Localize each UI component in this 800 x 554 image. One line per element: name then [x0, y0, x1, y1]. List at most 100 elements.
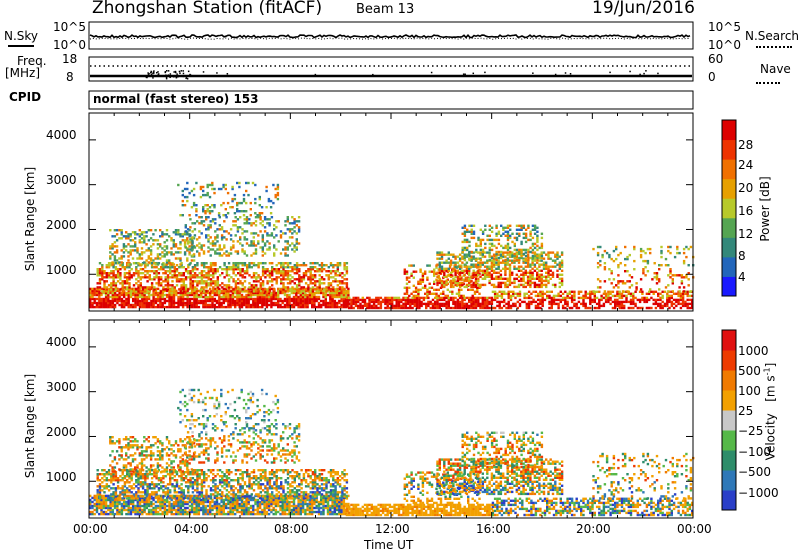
- heatmap-cell: [363, 298, 367, 302]
- heatmap-cell: [104, 299, 108, 303]
- heatmap-cell: [395, 298, 398, 302]
- heatmap-cell: [304, 301, 307, 305]
- heatmap-cell: [102, 498, 105, 502]
- heatmap-cell: [132, 510, 135, 514]
- heatmap-cell: [245, 301, 248, 305]
- heatmap-cell: [116, 289, 119, 293]
- heatmap-cell: [247, 295, 250, 299]
- heatmap-cell: [224, 291, 228, 295]
- heatmap-cell: [522, 257, 525, 260]
- heatmap-cell: [377, 296, 380, 300]
- heatmap-cell: [527, 304, 531, 308]
- heatmap-cell: [545, 267, 548, 270]
- heatmap-cell: [538, 283, 541, 287]
- heatmap-cell: [159, 504, 162, 508]
- heatmap-cell: [193, 272, 197, 275]
- heatmap-cell: [366, 306, 369, 310]
- heatmap-cell: [129, 500, 133, 504]
- heatmap-cell: [189, 226, 192, 229]
- heatmap-cell: [195, 293, 198, 297]
- heatmap-cell: [468, 277, 471, 280]
- heatmap-cell: [400, 300, 403, 304]
- heatmap-cell: [211, 218, 215, 221]
- heatmap-cell: [179, 263, 182, 266]
- heatmap-cell: [506, 236, 510, 240]
- heatmap-cell: [101, 266, 104, 269]
- heatmap-cell: [317, 301, 321, 305]
- heatmap-cell: [256, 303, 259, 307]
- heatmap-cell: [329, 295, 332, 299]
- heatmap-cell: [153, 288, 156, 291]
- heatmap-cell: [268, 234, 271, 237]
- heatmap-cell: [163, 512, 167, 516]
- heatmap-cell: [604, 296, 608, 300]
- heatmap-cell: [440, 255, 444, 258]
- heatmap-cell: [103, 282, 106, 285]
- heatmap-cell: [436, 257, 439, 260]
- heatmap-cell: [555, 302, 558, 306]
- heatmap-cell: [461, 246, 464, 250]
- heatmap-cell: [248, 274, 251, 277]
- heatmap-cell: [118, 500, 121, 504]
- heatmap-cell: [116, 500, 119, 504]
- heatmap-cell: [329, 262, 333, 265]
- heatmap-cell: [404, 306, 407, 310]
- heatmap-cell: [227, 262, 231, 265]
- heatmap-cell: [268, 270, 272, 273]
- heatmap-cell: [472, 304, 475, 308]
- heatmap-cell: [205, 228, 208, 231]
- heatmap-cell: [231, 291, 235, 295]
- nave-point: [173, 71, 175, 73]
- heatmap-cell: [533, 283, 537, 287]
- heatmap-cell: [586, 292, 590, 295]
- heatmap-cell: [139, 286, 142, 289]
- heatmap-cell: [316, 262, 319, 265]
- heatmap-cell: [243, 272, 247, 275]
- heatmap-cell: [138, 299, 142, 303]
- heatmap-cell: [332, 266, 335, 269]
- heatmap-cell: [109, 502, 112, 506]
- heatmap-cell: [156, 297, 160, 301]
- heatmap-cell: [293, 230, 296, 233]
- heatmap-cell: [195, 204, 198, 207]
- heatmap-cell: [477, 283, 480, 287]
- heatmap-cell: [107, 272, 111, 275]
- heatmap-cell: [529, 238, 532, 242]
- heatmap-cell: [202, 224, 206, 227]
- heatmap-cell: [218, 248, 221, 251]
- heatmap-cell: [490, 267, 494, 270]
- heatmap-cell: [479, 240, 482, 244]
- heatmap-cell: [121, 282, 124, 285]
- heatmap-cell: [255, 280, 258, 283]
- heatmap-cell: [618, 300, 621, 304]
- heatmap-cell: [295, 295, 298, 299]
- heatmap-cell: [540, 269, 543, 272]
- heatmap-cell: [368, 306, 371, 310]
- heatmap-cell: [493, 290, 497, 293]
- heatmap-cell: [189, 276, 192, 279]
- heatmap-cell: [623, 300, 626, 304]
- heatmap-cell: [273, 244, 276, 247]
- nave-point: [152, 77, 154, 79]
- heatmap-cell: [529, 273, 532, 276]
- heatmap-cell: [181, 500, 185, 504]
- heatmap-cell: [309, 278, 312, 281]
- heatmap-cell: [224, 208, 227, 211]
- heatmap-cell: [179, 259, 182, 262]
- heatmap-cell: [154, 229, 157, 232]
- heatmap-cell: [245, 189, 248, 193]
- heatmap-cell: [542, 265, 546, 268]
- heatmap-cell: [463, 306, 466, 310]
- heatmap-cell: [418, 296, 421, 300]
- heatmap-cell: [116, 498, 119, 502]
- heatmap-cell: [118, 303, 121, 307]
- heatmap-cell: [295, 266, 299, 269]
- heatmap-cell: [263, 303, 266, 307]
- heatmap-cell: [118, 512, 121, 516]
- heatmap-cell: [620, 304, 624, 308]
- heatmap-cell: [454, 271, 457, 274]
- heatmap-cell: [272, 291, 275, 295]
- heatmap-cell: [311, 262, 315, 265]
- heatmap-cell: [288, 228, 292, 231]
- heatmap-cell: [120, 229, 123, 232]
